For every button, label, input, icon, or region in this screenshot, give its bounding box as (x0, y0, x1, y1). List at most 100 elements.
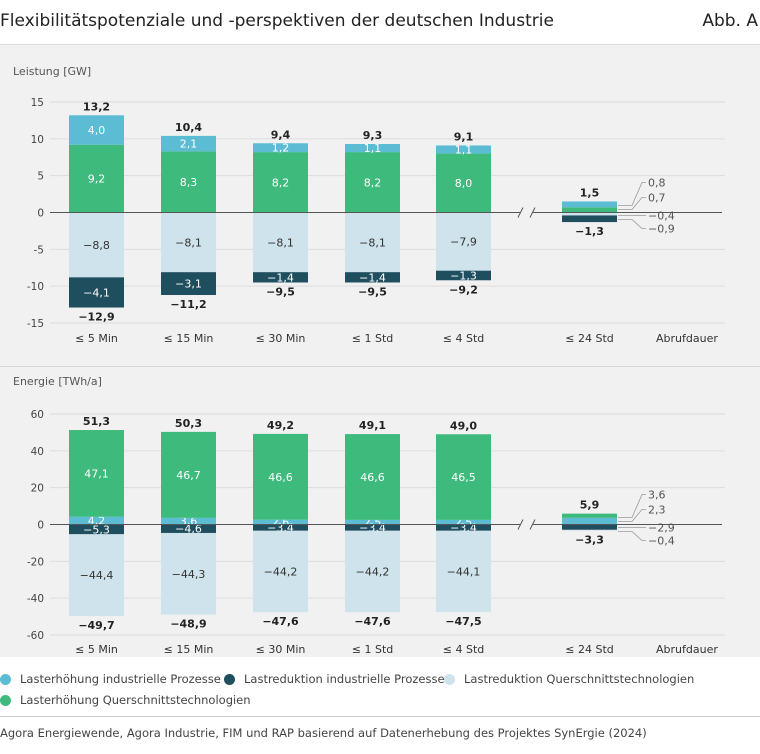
legend-swatch-icon (224, 673, 235, 685)
total-positive-label: 9,1 (454, 130, 474, 143)
bar-segment (161, 135, 216, 152)
total-positive-label: 13,2 (83, 100, 110, 113)
y-tick-label: 0 (37, 208, 44, 220)
bar-segment (161, 431, 216, 518)
legend-swatch-icon (444, 673, 455, 685)
total-negative-label: −47,6 (354, 615, 391, 628)
y-tick-label: 40 (31, 446, 44, 458)
y-tick-label: -15 (27, 318, 44, 330)
bar-segment (562, 524, 617, 530)
total-negative-label: −47,6 (262, 615, 299, 628)
bar-segment (69, 430, 124, 517)
data-label: 46,6 (360, 471, 385, 484)
data-label: −8,1 (359, 236, 386, 249)
x-tick-label: ≤ 15 Min (164, 643, 214, 656)
total-positive-label: 50,3 (175, 417, 202, 430)
bar-segment (345, 519, 400, 525)
bar-segment (562, 201, 617, 208)
y-tick-label: 60 (31, 409, 44, 421)
side-value-label: −0,9 (648, 223, 675, 236)
legend-item-lh-qst: Lasterhöhung Querschnittstechnologien (0, 693, 251, 707)
axis-break-mark (517, 207, 524, 218)
side-value-label: −2,9 (648, 522, 675, 535)
bar-segment (161, 517, 216, 525)
bar-segment (69, 516, 124, 525)
bar-segment (253, 212, 308, 273)
legend-label: Lasterhöhung Querschnittstechnologien (20, 693, 251, 707)
x-tick-label: ≤ 5 Min (75, 643, 118, 656)
source-separator (0, 716, 760, 717)
bar-segment (69, 115, 124, 145)
legend-label: Lasterhöhung industrielle Prozesse (20, 672, 221, 686)
legend-item-lh-ind: Lasterhöhung industrielle Prozesse (0, 672, 221, 686)
data-label: −7,9 (450, 236, 477, 249)
total-negative-label: −1,3 (575, 225, 604, 238)
axis-break-mark (529, 519, 536, 530)
bar-segment (69, 144, 124, 213)
x-tick-label: ≤ 4 Std (443, 643, 485, 656)
data-label: 47,1 (84, 467, 109, 480)
legend-label: Lastreduktion industrielle Prozesse (244, 672, 445, 686)
bar-segment (161, 151, 216, 213)
total-positive-label: 51,3 (83, 415, 110, 428)
bar-segment (436, 434, 491, 520)
bar-segment (345, 152, 400, 213)
bar-segment (253, 152, 308, 213)
total-positive-label: 49,1 (359, 419, 386, 432)
legend-label: Lastreduktion Querschnittstechnologien (464, 672, 695, 686)
bar-segment (161, 272, 216, 296)
bar-segment (253, 433, 308, 520)
data-label: 8,2 (364, 176, 382, 189)
bar-segment (345, 530, 400, 613)
x-tick-label: ≤ 1 Std (352, 332, 394, 345)
y-tick-label: 10 (31, 134, 44, 146)
bar-segment (436, 212, 491, 271)
total-negative-label: −11,2 (170, 298, 206, 311)
total-negative-label: −49,7 (78, 619, 114, 632)
bar-segment (69, 524, 124, 535)
x-tick-label: ≤ 24 Std (565, 332, 614, 345)
bar-segment (253, 519, 308, 525)
legend-swatch-icon (0, 673, 11, 685)
bar-segment (253, 524, 308, 531)
data-label: −4,1 (83, 286, 110, 299)
total-negative-label: −47,5 (445, 615, 481, 628)
x-tick-label: ≤ 30 Min (256, 332, 306, 345)
x-tick-label: ≤ 5 Min (75, 332, 118, 345)
x-tick-label: ≤ 30 Min (256, 643, 306, 656)
data-label: −1,4 (359, 271, 386, 284)
data-label: −4,6 (175, 523, 202, 536)
side-value-label: −0,4 (648, 535, 675, 548)
data-label: 1,1 (364, 142, 382, 155)
page-title: Flexibilitätspotenziale und -perspektive… (0, 11, 554, 31)
side-value-label: 2,3 (648, 504, 666, 517)
data-label: −5,3 (83, 523, 110, 536)
total-positive-label: 1,5 (580, 186, 600, 199)
data-label: −8,1 (267, 236, 294, 249)
side-value-label: 3,6 (648, 489, 666, 502)
bar-segment (562, 207, 617, 213)
total-positive-label: 49,0 (450, 419, 477, 432)
data-label: −8,1 (175, 236, 202, 249)
data-label: 46,7 (176, 469, 201, 482)
bar-segment (436, 524, 491, 531)
side-value-label: −0,4 (648, 210, 675, 223)
y-tick-label: 15 (31, 97, 44, 109)
total-negative-label: −9,5 (266, 285, 295, 298)
y-tick-label: 20 (31, 483, 44, 495)
x-tick-label: ≤ 4 Std (443, 332, 485, 345)
bar-segment (345, 212, 400, 273)
total-positive-label: 5,9 (580, 499, 600, 512)
source-note: Agora Energiewende, Agora Industrie, FIM… (0, 726, 647, 740)
y-tick-label: -20 (27, 556, 44, 568)
bar-segment (253, 272, 308, 283)
data-label: −44,4 (80, 569, 114, 582)
y-tick-label: -5 (34, 244, 44, 256)
header: Flexibilitätspotenziale und -perspektive… (0, 0, 760, 45)
data-label: −8,8 (83, 239, 110, 252)
stacked-bar-charts: Leistung [GW] 15 10 5 0 -5 -10 -15 9,2 4,0 −8,8 −4,… (13, 65, 725, 656)
bar-segment (69, 534, 124, 617)
data-label: −44,2 (264, 565, 298, 578)
data-label: −3,1 (175, 278, 202, 291)
y-axis-label: Energie [TWh/a] (13, 375, 102, 388)
